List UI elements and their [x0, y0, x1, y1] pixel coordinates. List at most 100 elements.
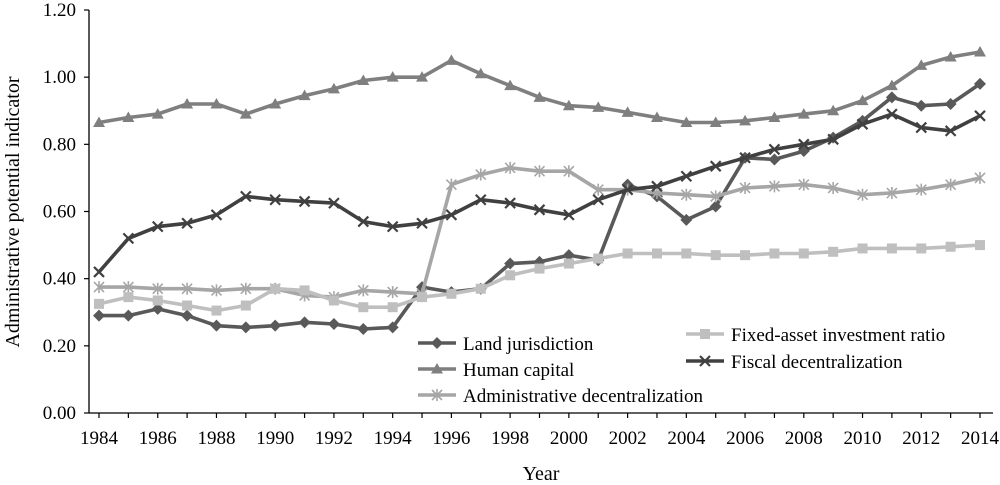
data-point: [269, 98, 282, 109]
data-point: [681, 248, 692, 259]
legend-item-land-jurisdiction: Land jurisdiction: [418, 334, 594, 355]
data-point: [710, 190, 722, 203]
data-point: [269, 193, 281, 206]
x-axis-title: Year: [523, 463, 560, 485]
data-point: [240, 190, 252, 203]
data-point: [768, 153, 781, 166]
data-point: [446, 288, 457, 299]
data-point: [298, 316, 311, 329]
data-point: [357, 284, 369, 297]
data-point: [944, 125, 957, 137]
data-point: [504, 257, 517, 270]
data-point: [856, 118, 869, 130]
legend-label: Administrative decentralization: [463, 386, 704, 407]
data-point: [239, 321, 252, 334]
y-tick-label: 0.40: [43, 269, 76, 290]
x-tick-labels: 1984 1986 1988 1990 1992 1994 1996 1998 2000 2002…: [80, 413, 1000, 449]
data-point: [593, 253, 604, 264]
data-point: [651, 180, 663, 193]
data-point: [592, 101, 605, 112]
data-point: [386, 71, 399, 82]
x-tick-label: 2008: [785, 428, 823, 449]
x-tick-label: 1994: [374, 428, 413, 449]
x-tick-label: 2012: [902, 428, 940, 449]
legend-item-administrative-decentralization: Administrative decentralization: [418, 386, 704, 407]
data-point: [856, 188, 869, 201]
data-point: [151, 108, 164, 119]
data-point: [563, 209, 575, 221]
data-point: [915, 59, 928, 70]
data-point: [974, 77, 986, 90]
data-point: [533, 204, 546, 216]
data-point: [945, 178, 957, 191]
data-point: [475, 168, 487, 181]
data-point: [270, 283, 281, 294]
y-tick-labels: 0.00 0.20 0.40 0.60 0.80 1.00 1.20: [43, 0, 89, 424]
data-point: [387, 286, 399, 299]
data-point: [915, 183, 927, 196]
data-point: [357, 215, 370, 228]
data-point: [945, 241, 956, 252]
data-point: [680, 116, 693, 128]
legend-swatch: [418, 337, 456, 349]
data-point: [680, 170, 693, 183]
data-point: [533, 165, 546, 178]
data-point: [944, 98, 957, 111]
data-point: [562, 249, 575, 262]
data-point: [563, 165, 575, 178]
legend-swatch: [686, 355, 724, 367]
legend-marker: [431, 363, 443, 374]
data-point: [944, 51, 957, 62]
data-point: [181, 217, 193, 230]
y-tick-label: 1.20: [43, 0, 76, 21]
data-point: [739, 181, 751, 194]
data-point: [886, 243, 897, 254]
data-point: [298, 89, 311, 101]
x-tick-label: 2004: [667, 428, 706, 449]
data-point: [739, 114, 752, 126]
data-point: [298, 195, 311, 208]
x-tick-label: 1992: [315, 428, 353, 449]
data-point: [710, 250, 721, 261]
data-point: [475, 283, 486, 294]
data-point: [562, 99, 575, 111]
data-point: [445, 54, 458, 65]
data-point: [210, 284, 223, 297]
data-point: [974, 45, 986, 57]
legend-item-fixed-asset-investment-ratio: Fixed-asset investment ratio: [686, 325, 945, 346]
x-tick-label: 2010: [844, 428, 882, 449]
x-tick-label: 1998: [491, 428, 529, 449]
legend-label: Human capital: [463, 360, 574, 381]
data-point: [680, 188, 692, 201]
x-tick-label: 2000: [550, 428, 588, 449]
data-point: [975, 240, 985, 251]
data-point: [915, 99, 928, 112]
data-point: [416, 71, 429, 82]
data-point: [621, 183, 634, 196]
data-point: [94, 298, 104, 309]
data-point: [709, 200, 722, 213]
data-point: [915, 121, 928, 134]
data-point: [269, 319, 282, 332]
series-line: [98, 243, 981, 313]
legend-label: Fixed-asset investment ratio: [731, 325, 945, 346]
data-point: [182, 300, 193, 311]
data-point: [621, 106, 634, 117]
data-point: [504, 161, 516, 174]
series-administrative-decentralization: [93, 161, 986, 304]
data-point: [387, 302, 398, 313]
x-tick-label: 1986: [139, 428, 177, 449]
x-tick-label: 1984: [80, 428, 119, 449]
data-point: [505, 270, 516, 281]
data-point: [152, 282, 164, 295]
data-point: [386, 321, 399, 334]
data-point: [592, 183, 604, 196]
data-point: [357, 74, 370, 86]
data-point: [504, 197, 516, 209]
data-point: [181, 309, 194, 322]
x-tick-label: 2006: [726, 428, 764, 449]
y-axis-title: Administrative potential indicator: [2, 76, 24, 347]
data-point: [798, 138, 810, 151]
data-point: [210, 98, 223, 109]
data-point: [856, 94, 869, 106]
